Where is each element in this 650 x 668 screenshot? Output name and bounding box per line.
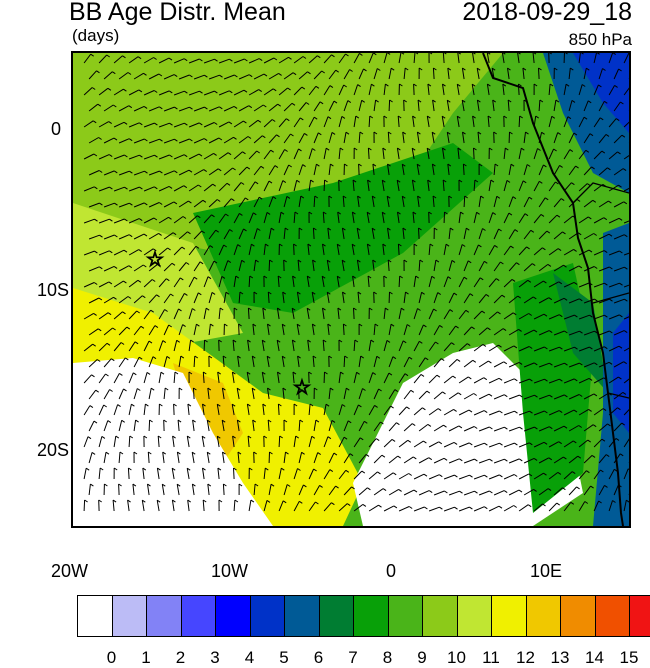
colorbar-box	[182, 596, 217, 636]
colorbar-label: 12	[516, 648, 536, 668]
map-svg: ☆ ☆	[73, 53, 629, 526]
wind-barb	[433, 68, 434, 79]
wind-barb	[359, 164, 360, 175]
colorbar-box	[320, 596, 355, 636]
colorbar-box	[596, 596, 631, 636]
colorbar-label: 6	[309, 648, 329, 668]
wind-barb	[129, 436, 130, 447]
datetime-label: 2018-09-29_18	[462, 0, 632, 27]
star-marker: ☆	[293, 375, 311, 399]
wind-barb	[398, 244, 399, 255]
wind-barb	[294, 244, 295, 255]
y-axis-label-20s: 20S	[37, 440, 69, 461]
colorbar-label: 14	[585, 648, 605, 668]
wind-barb	[368, 148, 369, 159]
wind-barb	[269, 260, 270, 271]
wind-barb	[344, 356, 345, 367]
wind-barb	[518, 84, 519, 95]
wind-barb	[149, 420, 150, 431]
colorbar-box	[285, 596, 320, 636]
x-axis-label-10w: 10W	[211, 561, 248, 582]
wind-barb	[419, 228, 420, 239]
colorbar-box	[492, 596, 527, 636]
wind-barb	[234, 468, 235, 479]
colorbar-box	[561, 596, 596, 636]
wind-barb	[464, 196, 465, 207]
x-axis-label-20w: 20W	[51, 561, 88, 582]
colorbar-box	[147, 596, 182, 636]
wind-barb	[84, 500, 85, 511]
units-label: (days)	[72, 26, 119, 46]
wind-barb	[248, 308, 249, 319]
map-title: BB Age Distr. Mean	[69, 0, 286, 27]
x-axis-label-10e: 10E	[530, 561, 562, 582]
wind-barb	[313, 228, 314, 239]
colorbar-label: 8	[378, 648, 398, 668]
wind-barb	[343, 324, 344, 335]
colorbar-box	[389, 596, 424, 636]
colorbar-box	[251, 596, 286, 636]
pressure-level-label: 850 hPa	[569, 30, 632, 50]
colorbar-label: 3	[205, 648, 225, 668]
map-panel: ☆ ☆	[71, 51, 631, 528]
wind-barb	[389, 100, 390, 111]
colorbar-label: 5	[274, 648, 294, 668]
field-region-east-5-days	[613, 313, 629, 433]
y-axis-label-10s: 10S	[37, 280, 69, 301]
wind-barb	[204, 340, 205, 351]
colorbar	[77, 595, 650, 637]
wind-barb	[249, 276, 250, 287]
colorbar-box	[458, 596, 493, 636]
colorbar-label: 7	[343, 648, 363, 668]
colorbar-label: 0	[102, 648, 122, 668]
wind-barb	[194, 356, 195, 367]
wind-barb	[399, 276, 400, 287]
colorbar-label: 15	[619, 648, 639, 668]
wind-barb	[539, 68, 540, 79]
colorbar-box	[216, 596, 251, 636]
wind-barb	[239, 324, 240, 335]
colorbar-box	[423, 596, 458, 636]
y-axis-label-0: 0	[51, 119, 61, 140]
wind-barb	[128, 468, 129, 479]
colorbar-label: 1	[136, 648, 156, 668]
colorbar-label: 11	[481, 648, 501, 668]
wind-barb	[354, 308, 355, 319]
wind-barb	[414, 84, 415, 95]
colorbar-label: 9	[412, 648, 432, 668]
wind-barb	[193, 388, 194, 399]
wind-barb	[519, 116, 520, 127]
colorbar-box	[527, 596, 562, 636]
colorbar-label: 10	[447, 648, 467, 668]
wind-barb	[119, 484, 120, 495]
colorbar-box	[354, 596, 389, 636]
x-axis-label-0: 0	[386, 561, 396, 582]
colorbar-label: 2	[171, 648, 191, 668]
colorbar-box	[630, 596, 650, 636]
wind-barb	[369, 116, 370, 127]
wind-barb	[474, 148, 475, 159]
wind-barb	[314, 196, 315, 207]
wind-barb	[324, 180, 325, 191]
wind-barb	[174, 404, 175, 415]
wind-barb	[279, 436, 280, 447]
wind-barb	[463, 164, 464, 175]
colorbar-box	[78, 596, 113, 636]
colorbar-label: 4	[240, 648, 260, 668]
colorbar-label: 13	[550, 648, 570, 668]
colorbar-box	[113, 596, 148, 636]
wind-barb	[278, 404, 279, 415]
star-marker: ☆	[146, 247, 164, 271]
wind-barb	[223, 484, 224, 495]
